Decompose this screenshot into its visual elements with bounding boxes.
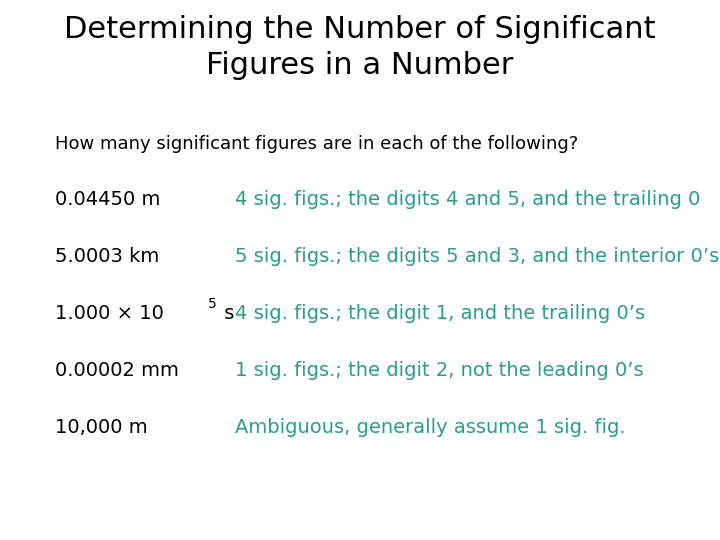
Text: 0.00002 mm: 0.00002 mm bbox=[55, 361, 179, 380]
Text: 4 sig. figs.; the digits 4 and 5, and the trailing 0: 4 sig. figs.; the digits 4 and 5, and th… bbox=[235, 190, 701, 209]
Text: 5 sig. figs.; the digits 5 and 3, and the interior 0’s: 5 sig. figs.; the digits 5 and 3, and th… bbox=[235, 247, 719, 266]
Text: Determining the Number of Significant
Figures in a Number: Determining the Number of Significant Fi… bbox=[64, 15, 656, 80]
Text: 10,000 m: 10,000 m bbox=[55, 418, 148, 437]
Text: How many significant figures are in each of the following?: How many significant figures are in each… bbox=[55, 135, 578, 153]
Text: Ambiguous, generally assume 1 sig. fig.: Ambiguous, generally assume 1 sig. fig. bbox=[235, 418, 626, 437]
Text: 4 sig. figs.; the digit 1, and the trailing 0’s: 4 sig. figs.; the digit 1, and the trail… bbox=[235, 304, 645, 323]
Text: s: s bbox=[218, 304, 235, 323]
Text: 5: 5 bbox=[208, 297, 217, 311]
Text: 5.0003 km: 5.0003 km bbox=[55, 247, 159, 266]
Text: 1.000 × 10: 1.000 × 10 bbox=[55, 304, 164, 323]
Text: 0.04450 m: 0.04450 m bbox=[55, 190, 161, 209]
Text: 1 sig. figs.; the digit 2, not the leading 0’s: 1 sig. figs.; the digit 2, not the leadi… bbox=[235, 361, 644, 380]
